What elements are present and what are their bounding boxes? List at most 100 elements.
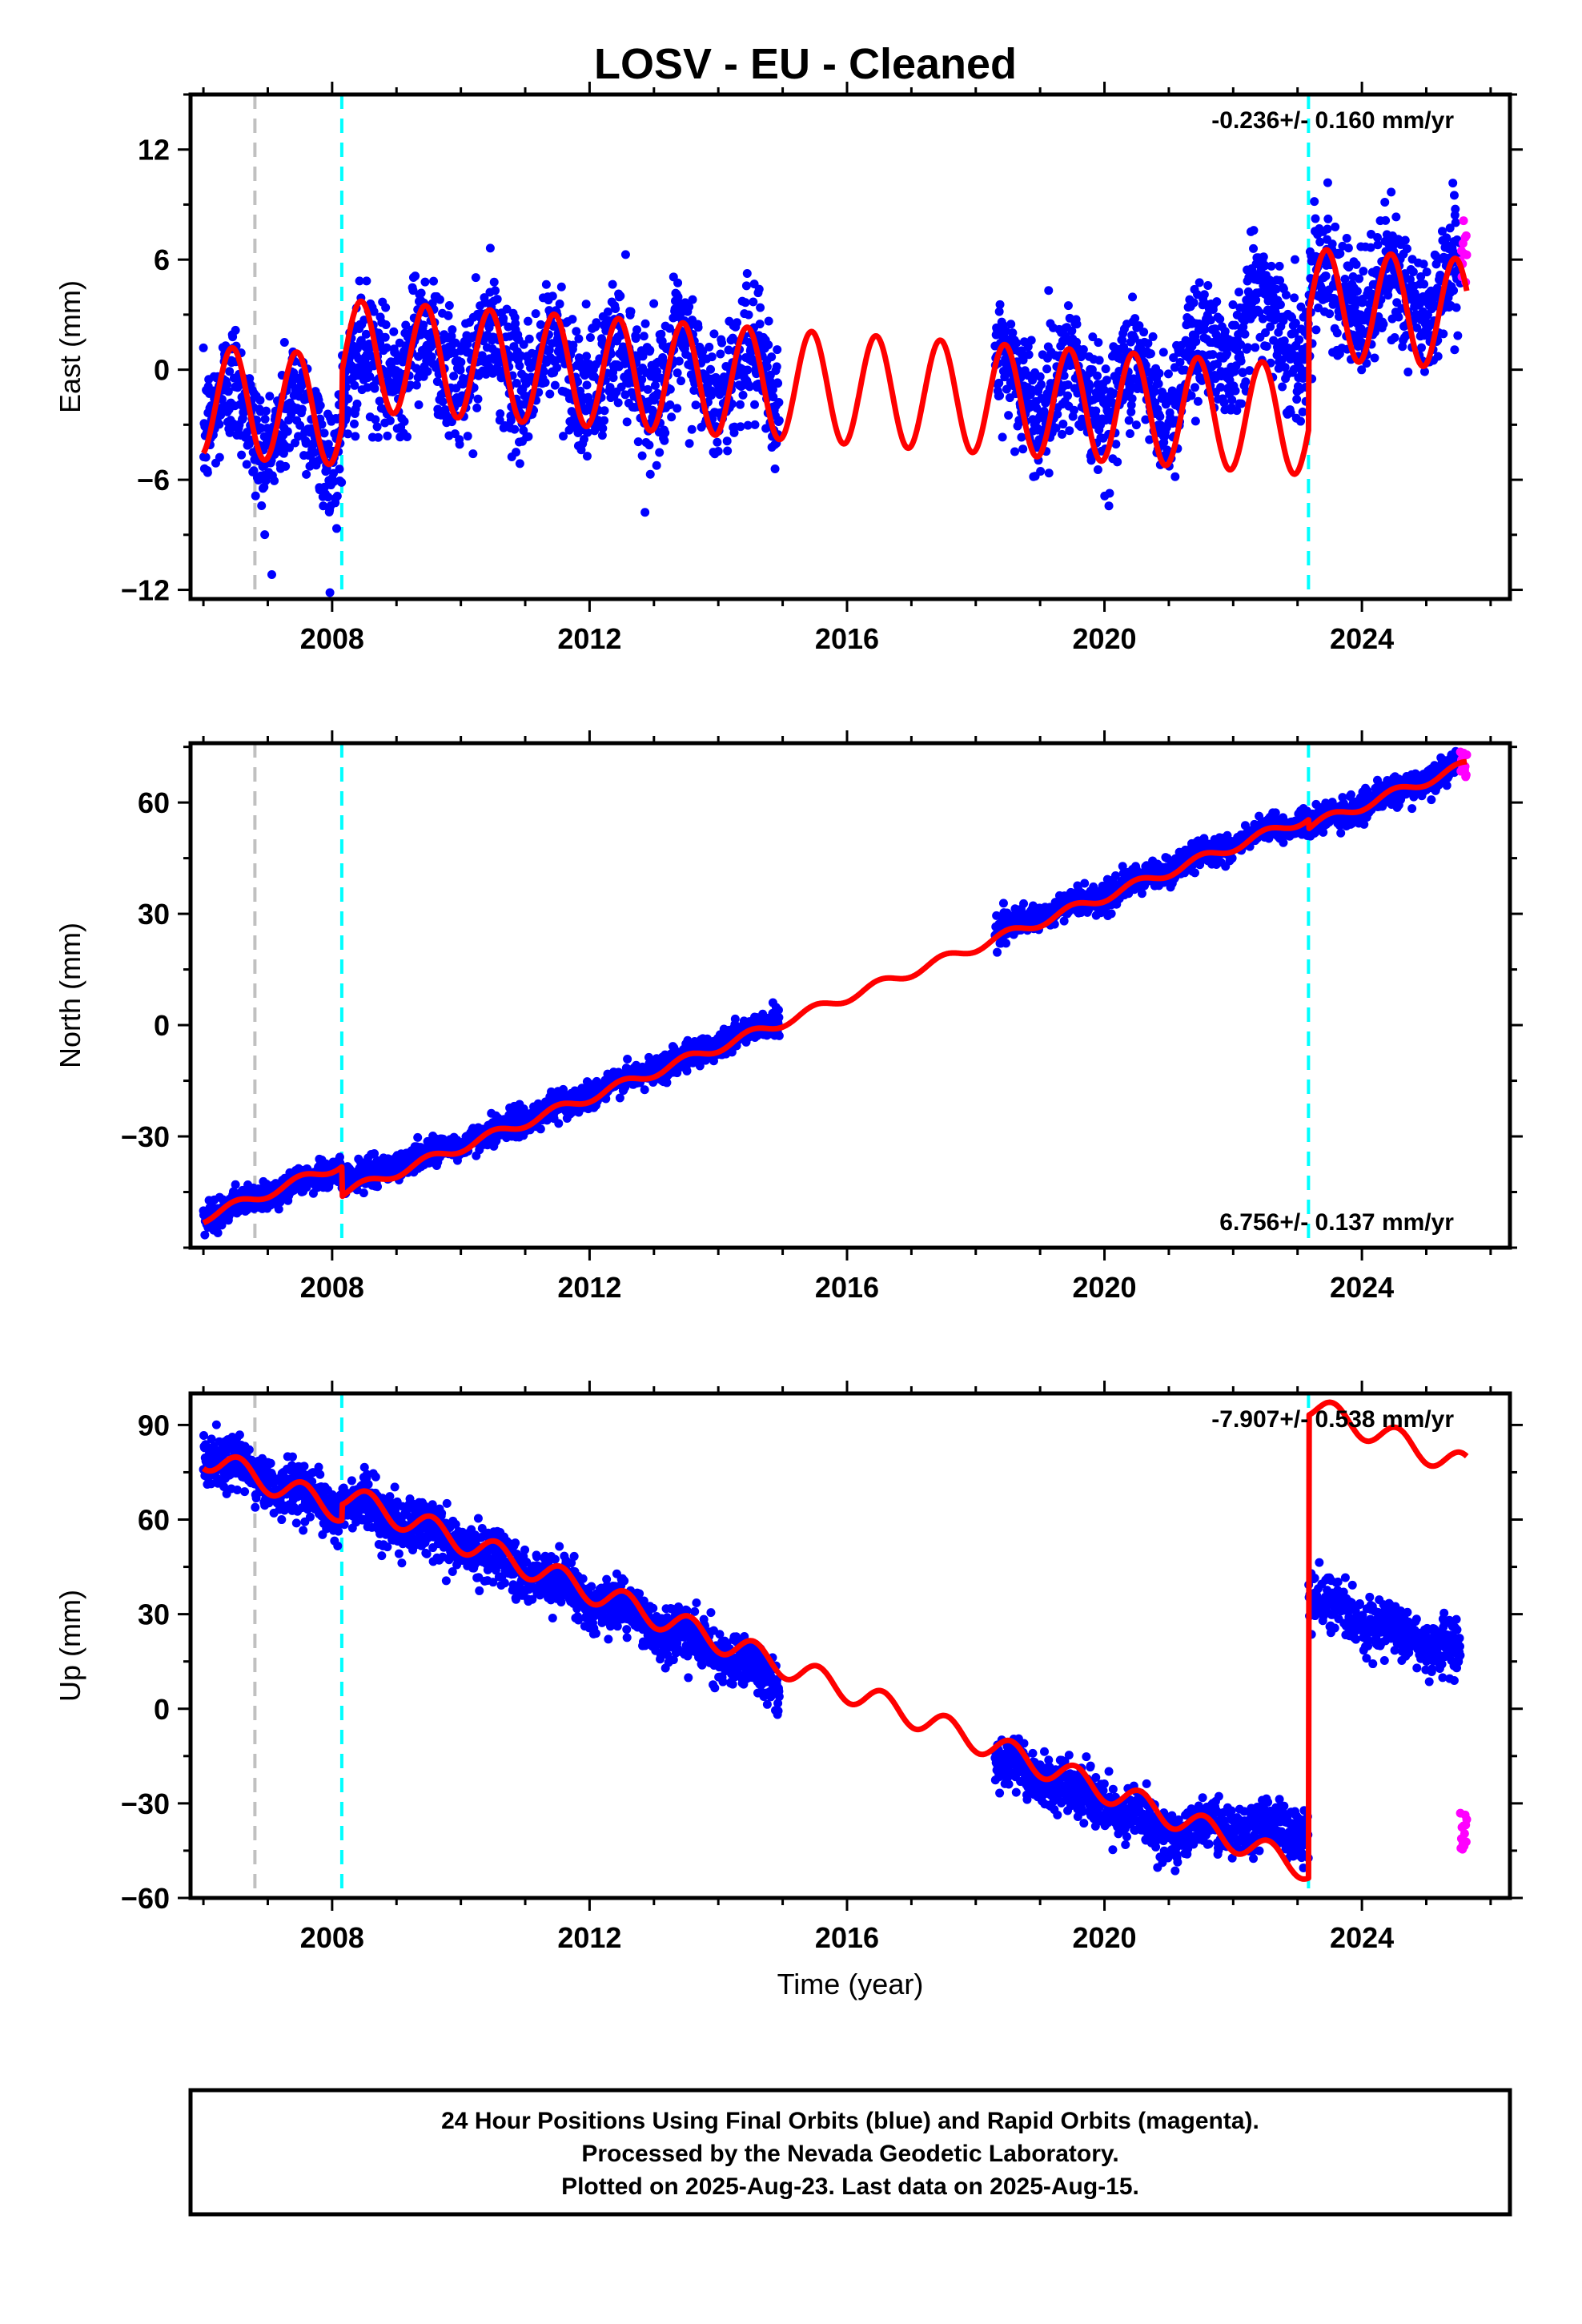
data-point — [331, 524, 341, 533]
data-point — [1105, 489, 1114, 498]
data-point — [1391, 212, 1401, 222]
data-point — [267, 570, 276, 580]
data-point — [281, 461, 291, 471]
data-point — [310, 448, 319, 457]
data-point — [716, 349, 725, 359]
data-point — [539, 367, 548, 376]
data-point — [485, 243, 495, 253]
data-point — [449, 372, 459, 381]
data-point — [1094, 356, 1104, 365]
data-point — [463, 432, 472, 441]
data-point — [582, 352, 592, 361]
data-point — [572, 327, 581, 336]
data-point — [1037, 380, 1046, 389]
data-point — [754, 284, 764, 294]
data-point — [489, 277, 499, 287]
data-point — [1094, 338, 1103, 348]
data-point — [743, 365, 753, 375]
data-point — [1419, 259, 1428, 269]
data-point — [1002, 326, 1011, 336]
data-point — [713, 447, 723, 456]
data-point — [559, 432, 568, 441]
data-point — [1251, 343, 1260, 352]
data-point — [556, 282, 566, 292]
data-point — [335, 464, 344, 474]
data-point — [605, 383, 615, 392]
data-point — [323, 493, 333, 502]
data-point — [574, 334, 584, 344]
data-point — [1449, 191, 1459, 200]
data-point — [632, 325, 642, 335]
data-point — [1432, 283, 1442, 293]
data-point — [468, 449, 478, 459]
data-point — [673, 278, 683, 287]
data-point — [350, 380, 359, 390]
data-point — [359, 1188, 368, 1198]
data-point — [1042, 364, 1052, 374]
data-point — [1262, 342, 1271, 352]
data-point — [1394, 312, 1403, 322]
data-point — [1126, 400, 1136, 410]
data-point — [1127, 394, 1137, 404]
data-point — [749, 297, 758, 307]
data-point — [1321, 271, 1331, 281]
data-point — [1002, 384, 1011, 394]
data-point — [685, 302, 694, 312]
data-point — [251, 491, 260, 501]
data-point — [755, 320, 765, 329]
data-point — [223, 387, 233, 396]
data-point — [1269, 336, 1279, 345]
data-point — [598, 424, 608, 433]
data-point — [611, 304, 620, 313]
data-point — [735, 400, 745, 409]
data-point — [713, 437, 722, 447]
data-point — [998, 899, 1008, 908]
data-point — [665, 384, 675, 394]
data-point — [1405, 275, 1415, 284]
data-point — [1072, 337, 1082, 347]
data-point — [451, 338, 460, 348]
data-point — [698, 346, 708, 356]
data-point — [512, 448, 521, 457]
data-point — [414, 400, 424, 410]
data-point — [231, 1180, 240, 1189]
data-point — [1189, 298, 1199, 308]
data-point — [1419, 279, 1429, 289]
data-point — [1200, 324, 1210, 334]
data-point — [993, 947, 1002, 957]
data-point — [1387, 187, 1396, 197]
data-point — [365, 372, 375, 381]
data-point — [767, 352, 777, 362]
data-point — [274, 1204, 283, 1214]
data-point — [491, 286, 500, 296]
data-point — [1026, 336, 1036, 345]
data-point — [1275, 261, 1284, 271]
data-point — [1372, 265, 1382, 275]
data-point — [1141, 415, 1150, 424]
data-point — [1437, 227, 1447, 236]
data-point — [1067, 326, 1077, 336]
data-point — [243, 428, 252, 437]
data-point — [623, 1054, 632, 1063]
data-point — [427, 352, 436, 362]
data-point — [1163, 369, 1173, 379]
data-point — [1080, 879, 1090, 888]
data-point — [401, 320, 411, 330]
data-point — [1041, 398, 1050, 408]
data-point — [1238, 368, 1247, 377]
data-point — [631, 334, 640, 344]
data-point — [613, 398, 623, 408]
data-point — [1017, 432, 1026, 442]
data-point — [554, 1119, 564, 1128]
data-point — [400, 416, 409, 426]
data-point — [541, 279, 551, 289]
data-point — [1267, 261, 1276, 271]
data-point — [691, 400, 701, 410]
data-point — [1191, 336, 1201, 346]
data-point — [519, 426, 528, 436]
data-point — [723, 446, 733, 456]
data-point — [637, 375, 647, 384]
data-point — [745, 382, 754, 392]
data-point — [1131, 420, 1141, 430]
